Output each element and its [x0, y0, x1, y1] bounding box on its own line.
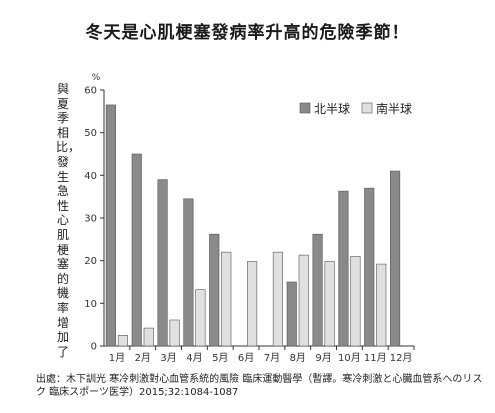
bar-south-10: [350, 256, 361, 347]
bar-north-11: [364, 187, 375, 347]
legend-swatch: [299, 102, 311, 114]
bar-north-10: [338, 190, 349, 347]
bar-north-2: [131, 153, 142, 347]
bar-south-4: [195, 289, 206, 347]
x-tick-labels: 1月 2月 3月 4月 5月 6月 7月 8月 9月 10月 11月 12月: [109, 346, 415, 364]
bar-north-4: [183, 198, 194, 347]
x-tick-label: 4月: [186, 352, 202, 364]
legend-swatch: [361, 102, 373, 114]
x-tick-label: 1月: [109, 352, 125, 364]
bar-south-5: [221, 251, 232, 347]
x-tick-label: 11月: [364, 352, 387, 364]
y-tick-label: 50: [84, 128, 97, 139]
bar-north-3: [157, 179, 168, 347]
bar-south-8: [298, 254, 309, 347]
x-tick-label: 12月: [390, 352, 413, 364]
y-ticks: 0 10 20 30 40 50 60: [84, 86, 104, 353]
y-tick-label: 10: [84, 299, 97, 310]
bar-north-9: [312, 233, 323, 347]
x-tick-label: 8月: [290, 352, 306, 364]
bar-chart: % 0 10 20 30 40 50 60 1月 2月 3月 4月 5月 6月 7月 8月 9月 10月 11月…: [84, 73, 415, 364]
bar-south-9: [324, 261, 335, 347]
x-tick-label: 2月: [135, 352, 151, 364]
x-tick-label: 3月: [160, 352, 176, 364]
legend: 北半球 南半球: [299, 101, 412, 116]
bar-north-1: [105, 104, 116, 347]
bar-south-11: [376, 263, 387, 347]
x-tick-label: 6月: [238, 352, 254, 364]
bar-north-5: [209, 233, 220, 347]
bar-north-12: [390, 170, 401, 347]
bar-south-7: [272, 251, 283, 347]
x-tick-label: 10月: [338, 352, 361, 364]
bars: [105, 104, 401, 347]
y-tick-label: 40: [84, 171, 97, 182]
y-axis-label: 與夏季相比，發生急性心肌梗塞的機率增加了: [56, 82, 81, 359]
y-tick-label: 30: [84, 214, 97, 225]
x-tick-label: 9月: [315, 352, 331, 364]
bar-south-1: [117, 335, 128, 347]
source-citation: 出處：木下訓光 寒冷刺激對心血管系統的風險 臨床運動醫學（暫譯。寒冷刺激と心臓血…: [36, 374, 483, 398]
y-axis-unit: %: [92, 73, 101, 83]
bar-south-2: [143, 327, 154, 347]
y-tick-label: 0: [91, 342, 97, 353]
legend-label: 南半球: [376, 101, 412, 116]
legend-label: 北半球: [314, 102, 350, 116]
y-tick-label: 20: [84, 256, 97, 267]
x-tick-label: 5月: [212, 352, 228, 364]
bar-north-8: [286, 281, 297, 347]
x-tick-label: 7月: [264, 352, 280, 364]
y-tick-label: 60: [84, 86, 97, 97]
bar-south-6: [247, 261, 258, 347]
chart-title: 冬天是心肌梗塞發病率升高的危險季節！: [85, 23, 410, 43]
bar-south-3: [169, 319, 180, 347]
